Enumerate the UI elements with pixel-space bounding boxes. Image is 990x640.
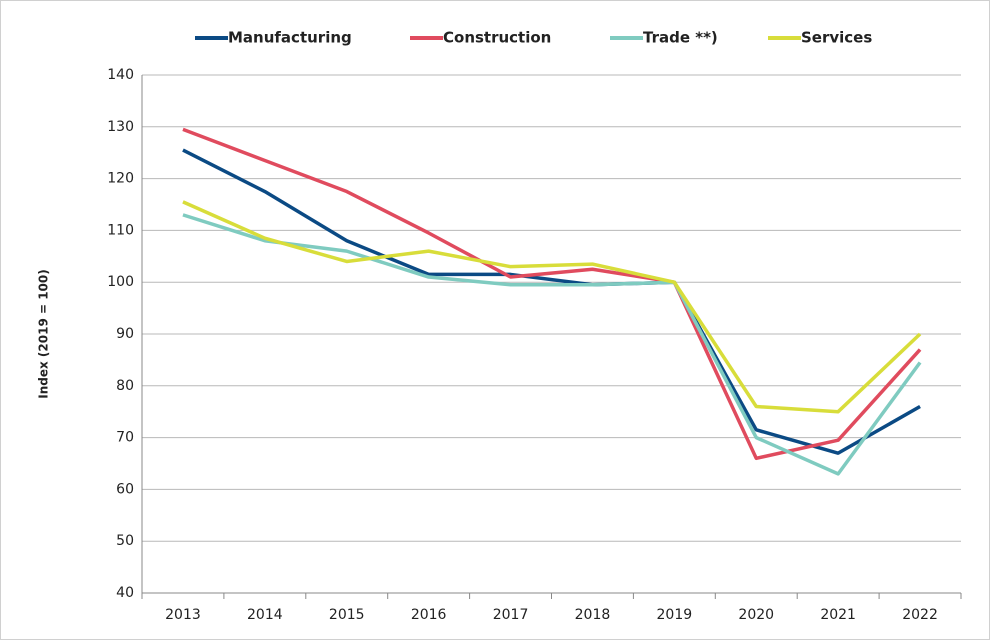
y-axis-label: Index (2019 = 100)	[37, 269, 51, 398]
series-line	[182, 127, 922, 461]
legend-text: Trade **)	[643, 29, 718, 47]
y-tick-label: 40	[116, 585, 134, 601]
y-tick-label: 100	[107, 274, 134, 290]
x-tick-label: 2020	[738, 607, 774, 623]
y-tick-label: 120	[107, 171, 134, 187]
x-tick-label: 2017	[493, 607, 529, 623]
x-tick-label: 2015	[329, 607, 365, 623]
x-tick-label: 2016	[411, 607, 447, 623]
legend-text: Services	[801, 29, 872, 47]
legend-text: Manufacturing	[228, 29, 352, 47]
x-tick-label: 2022	[902, 607, 938, 623]
series-line	[182, 200, 922, 414]
y-tick-label: 90	[116, 326, 134, 342]
x-tick-label: 2019	[657, 607, 693, 623]
y-tick-label: 140	[107, 67, 134, 83]
y-tick-label: 50	[116, 533, 134, 549]
series-line	[182, 148, 921, 455]
y-tick-label: 130	[107, 119, 134, 135]
x-tick-label: 2021	[820, 607, 856, 623]
series-line	[182, 213, 922, 476]
x-tick-label: 2013	[165, 607, 201, 623]
y-tick-label: 70	[116, 430, 134, 446]
x-tick-label: 2014	[247, 607, 283, 623]
y-tick-label: 60	[116, 481, 134, 497]
y-tick-label: 80	[116, 378, 134, 394]
x-tick-label: 2018	[575, 607, 611, 623]
legend-text: Construction	[443, 29, 551, 47]
y-tick-label: 110	[107, 222, 134, 238]
